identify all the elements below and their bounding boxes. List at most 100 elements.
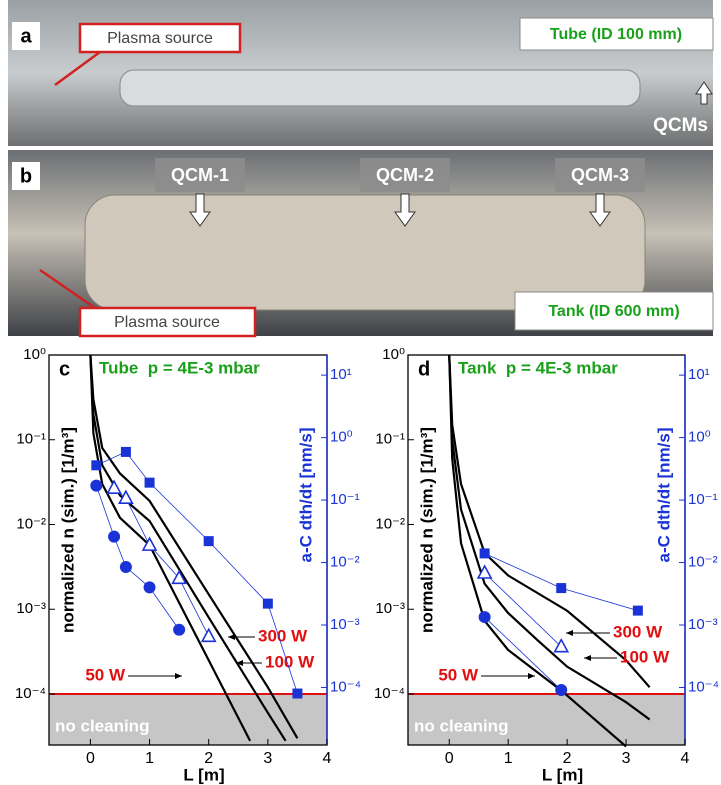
sim-curve [448,354,651,688]
y2-tick-label: 10⁰ [688,429,711,446]
curve-label: 100 W [620,647,670,666]
y2-tick-label: 10⁻³ [688,616,718,633]
y-tick-label: 10⁰ [23,346,46,363]
data-line [484,616,562,691]
marker-triangle [118,489,134,505]
marker-square [632,605,643,616]
y2-axis-label: a-C dth/dt [nm/s] [654,427,673,562]
marker-circle [555,684,568,697]
x-tick-label: 1 [504,750,513,767]
arrow [695,81,713,105]
x-axis-label: L [m] [542,765,583,784]
marker-square [91,460,102,471]
y-tick-label: 10⁻² [16,515,46,532]
chart-title: Tank p = 4E-3 mbar [458,358,618,377]
marker-square [292,688,303,699]
arrow-head [528,673,535,679]
marker-square [479,548,490,559]
y-tick-label: 10⁻³ [375,600,405,617]
arrow [394,193,416,227]
sim-curve [448,354,627,748]
label-box [12,22,40,50]
arrow-head [566,630,573,636]
y-tick-label: 10⁻⁴ [15,685,46,702]
x-tick-label: 3 [263,750,272,767]
panel-label: c [59,358,70,380]
y-tick-label: 10⁻⁴ [374,685,405,702]
sim-curve [89,354,287,742]
plot-frame [407,354,686,746]
y2-tick-label: 10¹ [330,366,352,383]
marker-triangle [141,536,158,551]
marker-circle [108,530,121,543]
y2-tick-label: 10⁻² [688,554,718,571]
x-tick-label: 4 [323,750,332,767]
marker-circle [478,611,491,624]
annotation: QCM-1 [171,165,229,185]
y-tick-label: 10⁻¹ [16,431,46,448]
chart-title: Tube p = 4E-3 mbar [99,358,260,377]
y2-tick-label: 10⁰ [330,429,353,446]
no-cleaning-region [408,693,685,745]
marker-triangle [171,569,187,585]
label-box [514,291,714,331]
annotation: Tank (ID 600 mm) [548,303,679,320]
data-line [484,572,562,647]
label-box [555,158,645,192]
annotation: Tube (ID 100 mm) [550,26,682,43]
label-box [360,158,450,192]
annotation: Plasma source [107,30,213,47]
tank [84,194,646,311]
x-tick-label: 2 [204,750,213,767]
marker-circle [173,623,186,636]
tube [119,69,641,107]
sim-curve [448,354,651,721]
x-axis-label: L [m] [183,765,224,784]
curve-label: 100 W [265,652,315,671]
arrow-head [175,673,182,679]
marker-circle [119,560,132,573]
label-box [155,158,245,192]
marker-square [262,598,273,609]
label-box [78,306,257,338]
y2-tick-label: 10⁻⁴ [330,678,361,695]
curve-label: 50 W [85,665,126,684]
annotation: QCM-3 [571,165,629,185]
panel-label: b [20,165,32,187]
label-box [78,22,242,54]
y2-tick-label: 10⁻¹ [688,491,718,508]
y-axis-label: normalized n (sim.) [1/m³] [58,427,77,633]
x-tick-label: 1 [145,750,154,767]
arrow-head [236,660,243,666]
data-line [95,485,180,630]
curve-label: 300 W [258,626,308,645]
x-tick-label: 3 [622,750,631,767]
x-tick-label: 0 [86,750,95,767]
y-tick-label: 10⁻² [375,515,405,532]
y2-tick-label: 10⁻² [330,554,360,571]
marker-circle [143,581,156,594]
marker-triangle [106,479,122,494]
y-axis-label: normalized n (sim.) [1/m³] [417,427,436,633]
marker-triangle [553,637,570,653]
plot-frame [48,354,328,746]
x-tick-label: 2 [563,750,572,767]
y2-tick-label: 10⁻¹ [330,491,360,508]
y-tick-label: 10⁰ [382,346,405,363]
y2-tick-label: 10⁻³ [330,616,360,633]
data-line [484,553,638,611]
marker-square [120,446,131,457]
curve-label: 50 W [438,665,479,684]
pointer [54,50,101,87]
no-cleaning-region [49,693,327,745]
sim-curve [89,354,252,742]
sim-curve [89,354,299,739]
marker-square [203,536,214,547]
region-label: no cleaning [55,716,149,735]
y2-tick-label: 10¹ [688,366,710,383]
panel-label: a [20,25,32,47]
arrow [589,193,611,227]
annotation: Plasma source [114,314,220,331]
marker-triangle [200,627,217,643]
